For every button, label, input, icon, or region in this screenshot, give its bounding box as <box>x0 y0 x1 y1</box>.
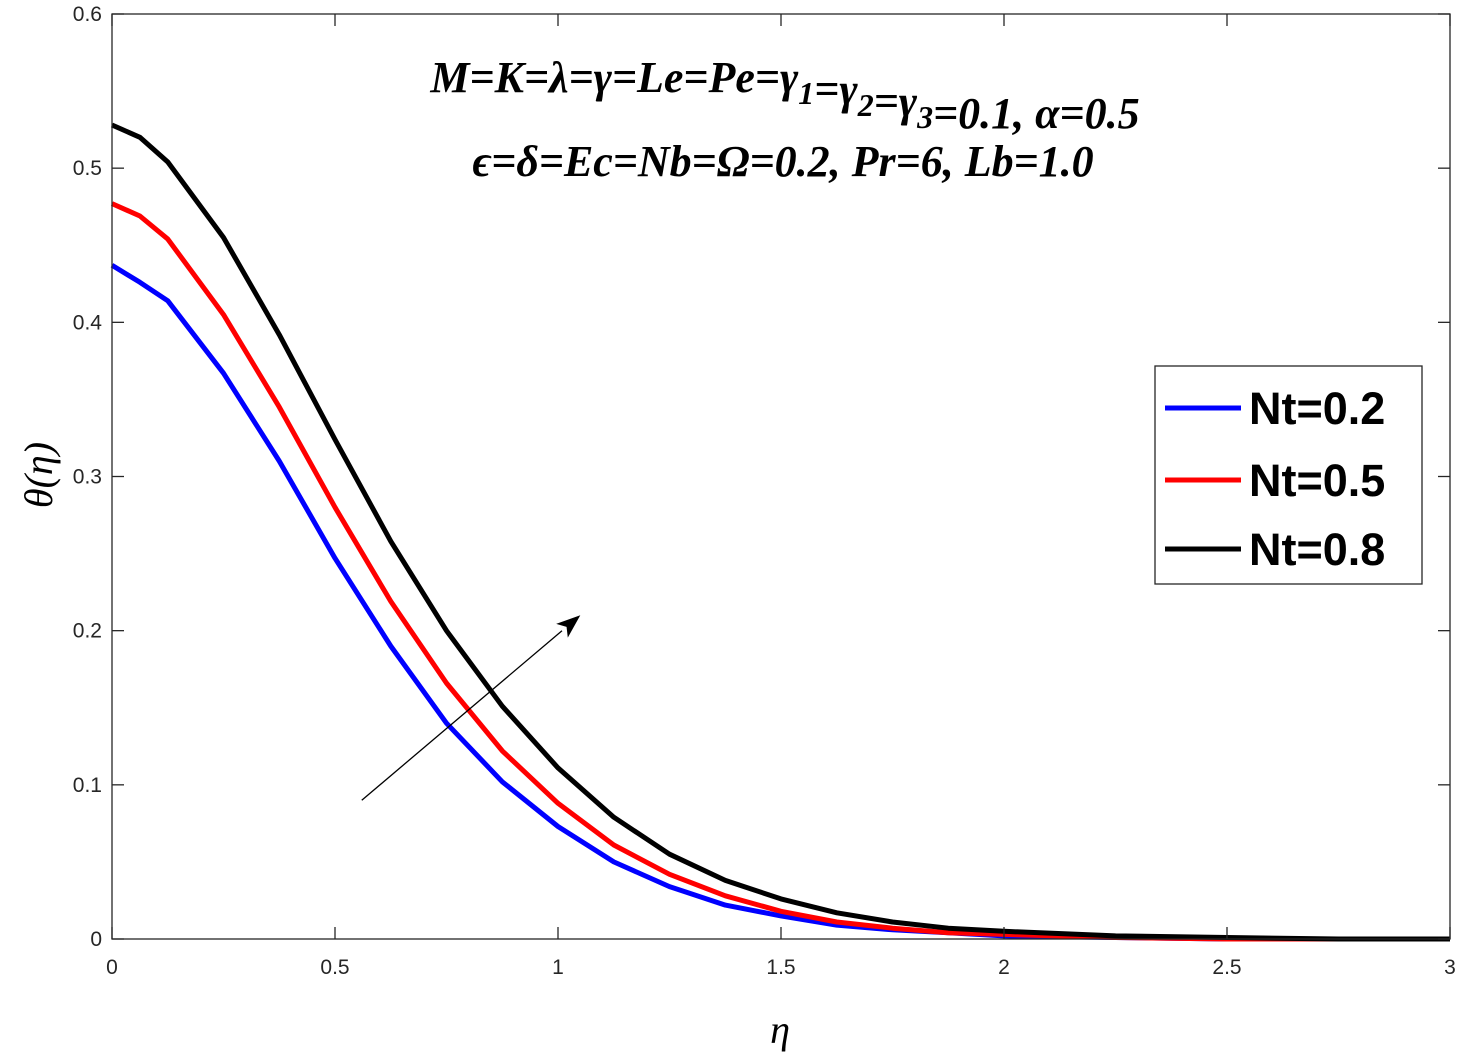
legend: Nt=0.2 Nt=0.5 Nt=0.8 <box>1154 365 1423 585</box>
trend-arrow-head <box>556 615 581 638</box>
x-tick-label: 0 <box>106 956 118 979</box>
y-tick-label: 0.2 <box>73 620 102 643</box>
x-axis-label: η <box>770 1007 790 1052</box>
parameter-annotation-line-2: ϵ=δ=Ec=Nb=Ω=0.2, Pr=6, Lb=1.0 <box>472 137 1093 186</box>
legend-label-3: Nt=0.8 <box>1249 524 1385 575</box>
y-tick-label: 0.4 <box>73 311 103 334</box>
x-tick-label: 2 <box>998 956 1010 979</box>
y-tick-label: 0.1 <box>73 774 102 797</box>
legend-label-1: Nt=0.2 <box>1249 383 1385 434</box>
series-layer <box>110 122 1450 942</box>
y-axis-label: θ(η) <box>16 442 61 508</box>
x-tick-label: 0.5 <box>320 956 349 979</box>
annotation-layer: M=K=λ=γ=Le=Pe=γ1=γ2=γ3=0.1, α=0.5 ϵ=δ=Ec… <box>429 53 1139 186</box>
series-line-3 <box>110 122 1450 942</box>
y-tick-label: 0.3 <box>73 466 102 489</box>
x-tick-label: 1 <box>552 956 564 979</box>
y-tick-label: 0.5 <box>73 157 102 180</box>
x-tick-label: 2.5 <box>1212 956 1241 979</box>
arrow-layer <box>361 615 581 801</box>
x-tick-label: 3 <box>1444 956 1456 979</box>
legend-label-2: Nt=0.5 <box>1249 455 1385 506</box>
y-tick-label: 0 <box>90 928 102 951</box>
parameter-annotation-line-1: M=K=λ=γ=Le=Pe=γ1=γ2=γ3=0.1, α=0.5 <box>429 53 1139 138</box>
tick-layer: 0 0.5 1 1.5 2 2.5 3 0 0.1 0.2 0.3 0.4 0.5 0.6 <box>73 3 1456 979</box>
trend-arrow-shaft <box>361 630 563 801</box>
y-tick-label: 0.6 <box>73 3 102 26</box>
x-tick-label: 1.5 <box>766 956 795 979</box>
